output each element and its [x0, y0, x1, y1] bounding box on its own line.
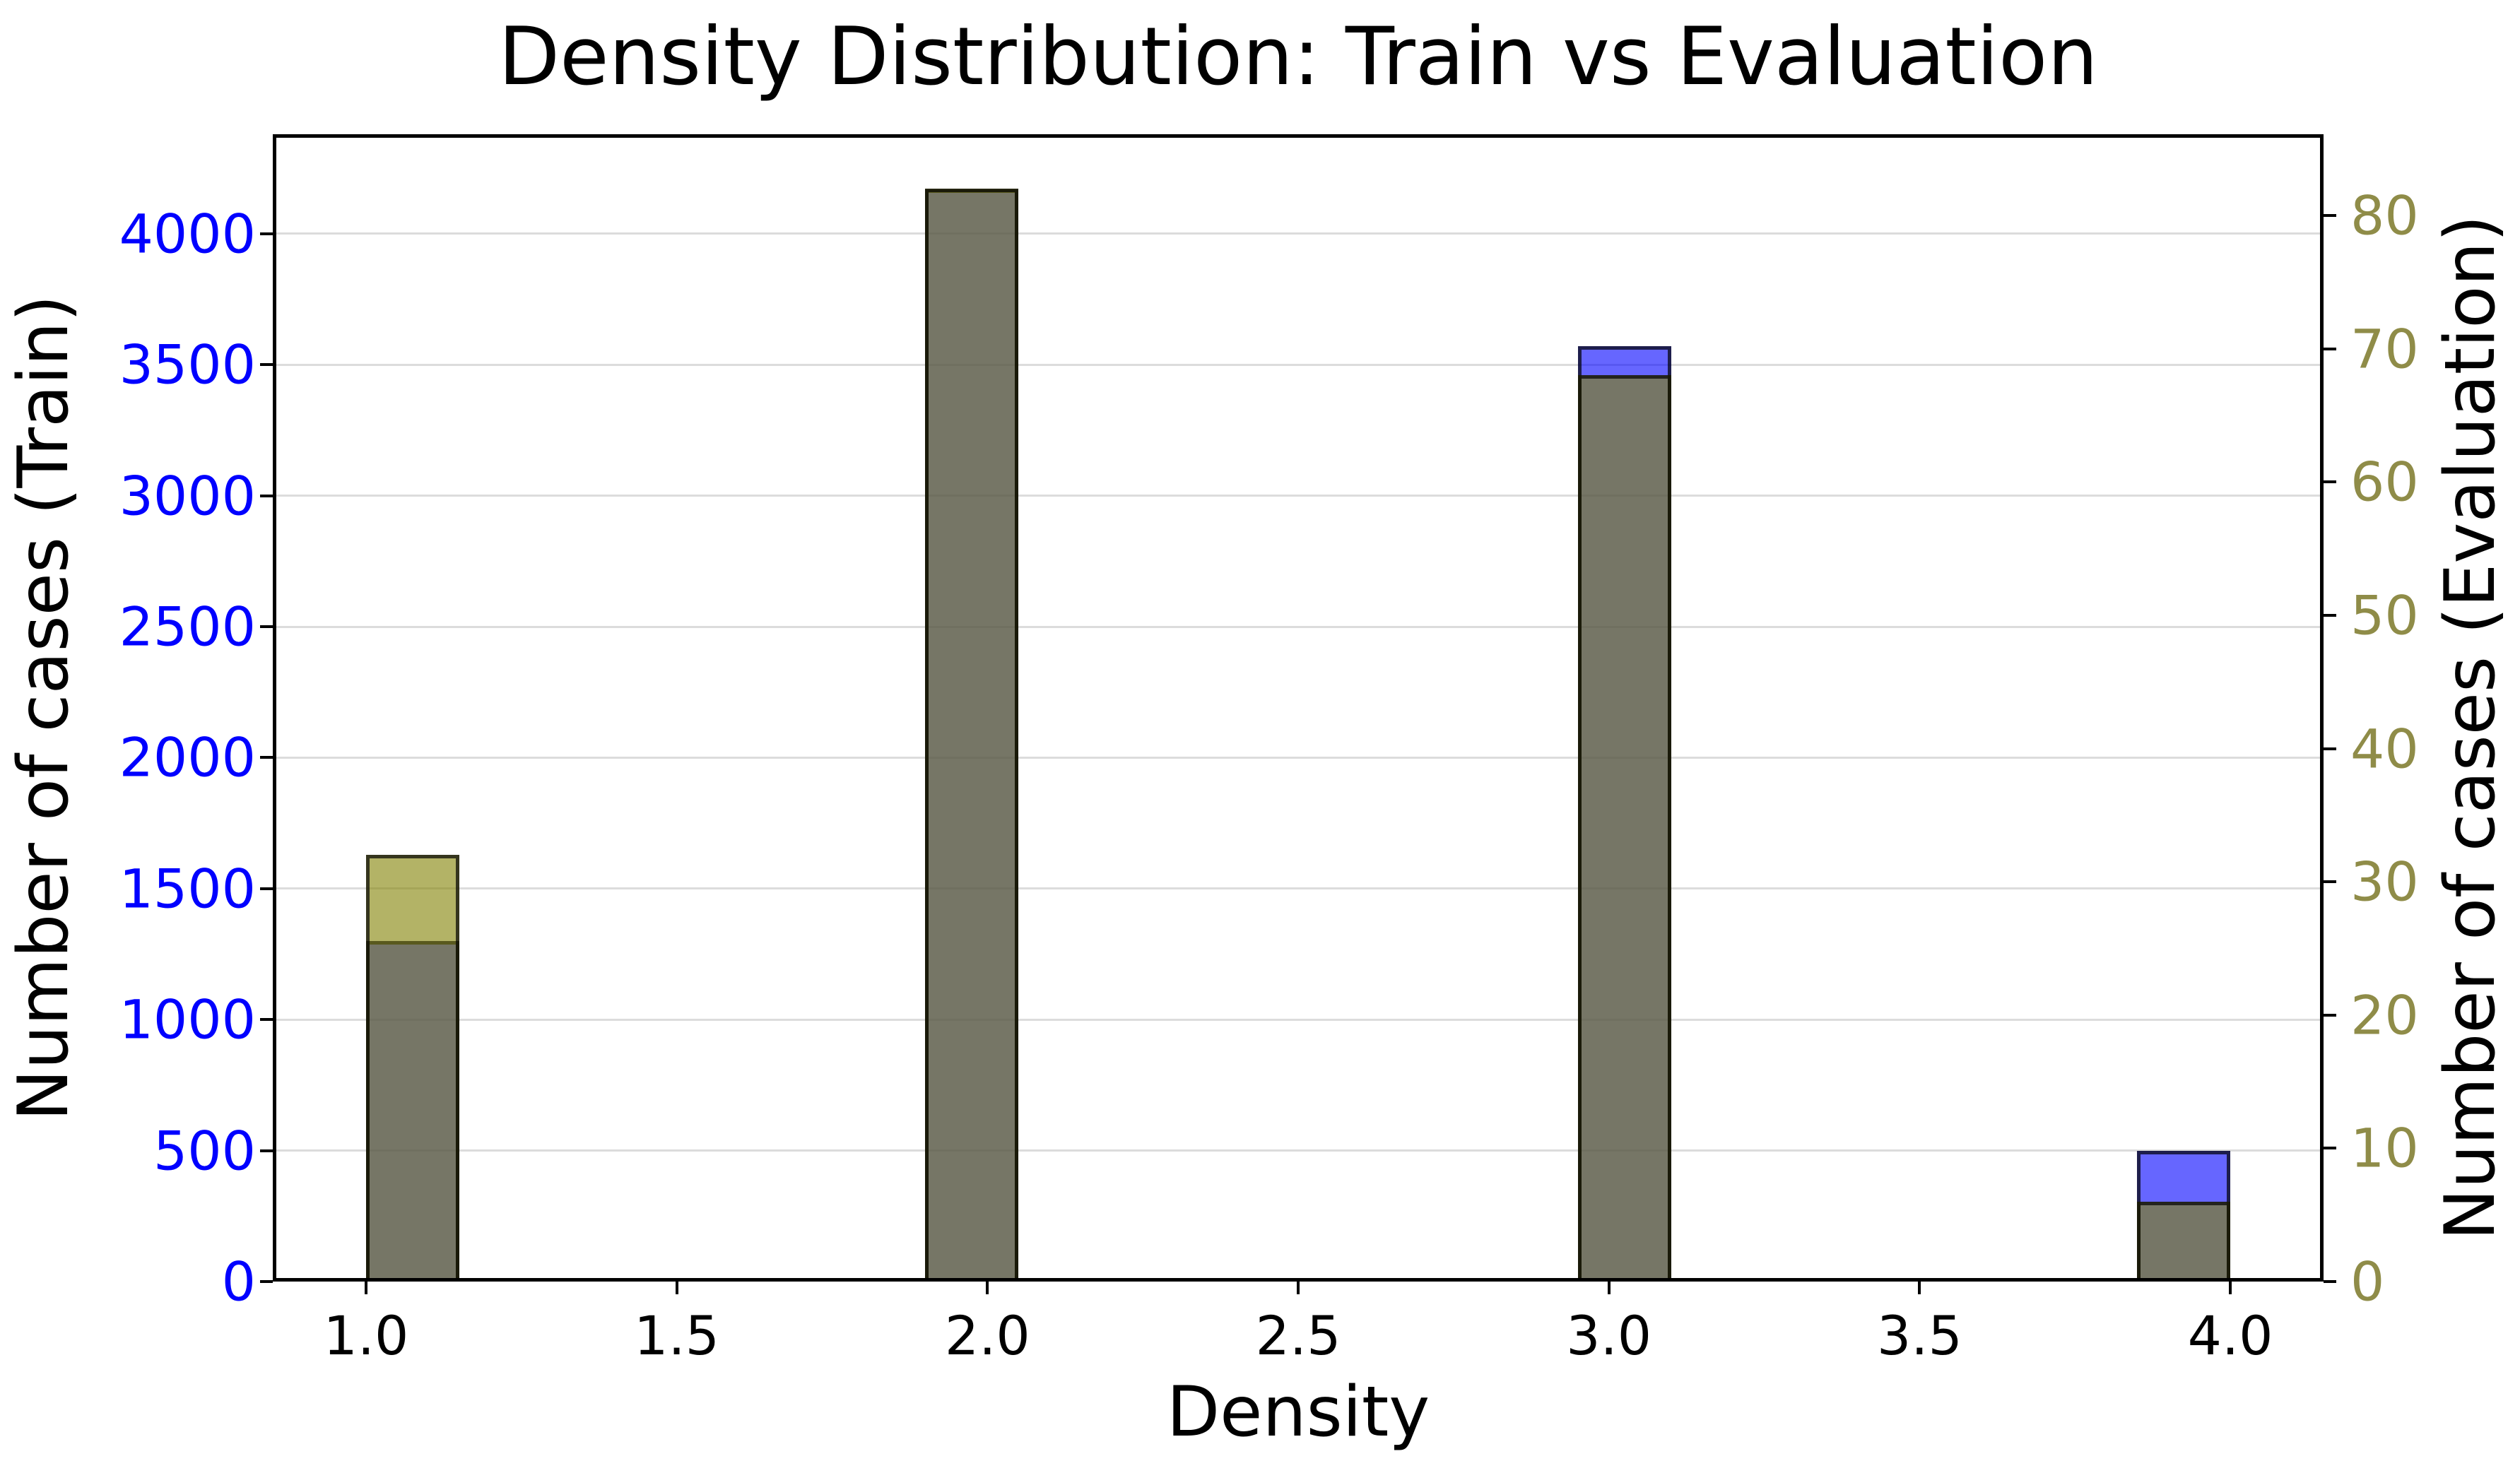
y-left-tick-label: 2500	[119, 595, 256, 658]
y-right-tick-label: 0	[2350, 1250, 2385, 1313]
gridline	[273, 495, 2324, 497]
x-tick-label: 1.0	[323, 1304, 409, 1367]
y-left-tick-label: 1000	[119, 988, 256, 1051]
gridline	[273, 887, 2324, 890]
y-left-tick-label: 0	[221, 1250, 256, 1313]
y-axis-label-right: Number of cases (Evaluation)	[2430, 215, 2511, 1241]
y-right-tick-mark	[2324, 613, 2336, 617]
y-axis-label-left: Number of cases (Train)	[4, 295, 84, 1121]
x-tick-mark	[2229, 1282, 2232, 1294]
bar-evaluation	[365, 855, 459, 1282]
y-right-tick-mark	[2324, 1013, 2336, 1017]
bar-evaluation	[925, 189, 1019, 1282]
y-left-tick-mark	[260, 1149, 273, 1152]
x-tick-mark	[986, 1282, 989, 1294]
y-left-tick-label: 500	[153, 1119, 256, 1183]
y-right-tick-label: 60	[2350, 450, 2419, 514]
x-tick-mark	[1297, 1282, 1300, 1294]
y-right-tick-label: 80	[2350, 184, 2419, 247]
x-tick-mark	[1607, 1282, 1611, 1294]
y-left-tick-label: 1500	[119, 857, 256, 921]
plot-border	[273, 134, 2324, 1282]
y-left-tick-mark	[260, 494, 273, 497]
y-left-tick-label: 4000	[119, 202, 256, 266]
gridline	[273, 363, 2324, 366]
x-tick-label: 3.5	[1876, 1304, 1962, 1367]
y-right-tick-label: 70	[2350, 317, 2419, 381]
y-right-tick-mark	[2324, 214, 2336, 218]
y-right-tick-mark	[2324, 880, 2336, 884]
x-tick-mark	[675, 1282, 678, 1294]
x-tick-mark	[364, 1282, 367, 1294]
y-right-tick-mark	[2324, 480, 2336, 484]
y-right-tick-mark	[2324, 347, 2336, 350]
x-tick-mark	[1918, 1282, 1921, 1294]
y-right-tick-label: 10	[2350, 1116, 2419, 1180]
x-tick-label: 3.0	[1566, 1304, 1652, 1367]
y-right-tick-mark	[2324, 1280, 2336, 1283]
y-left-tick-mark	[260, 756, 273, 759]
y-right-tick-label: 50	[2350, 584, 2419, 647]
gridline	[273, 1149, 2324, 1152]
y-right-tick-mark	[2324, 747, 2336, 750]
x-tick-label: 2.0	[944, 1304, 1030, 1367]
y-left-tick-mark	[260, 232, 273, 235]
y-right-tick-label: 20	[2350, 983, 2419, 1047]
gridline	[273, 625, 2324, 628]
y-left-tick-label: 3000	[119, 464, 256, 528]
y-left-tick-label: 2000	[119, 726, 256, 789]
gridline	[273, 756, 2324, 759]
x-axis-label: Density	[1166, 1372, 1430, 1453]
y-right-tick-label: 30	[2350, 850, 2419, 913]
y-left-tick-label: 3500	[119, 333, 256, 396]
y-left-tick-mark	[260, 363, 273, 367]
x-tick-label: 2.5	[1255, 1304, 1341, 1367]
bar-evaluation	[2137, 1201, 2231, 1282]
y-left-tick-mark	[260, 887, 273, 890]
gridline	[273, 232, 2324, 235]
gridline	[273, 1018, 2324, 1021]
x-tick-label: 4.0	[2187, 1304, 2273, 1367]
chart-title: Density Distribution: Train vs Evaluatio…	[498, 10, 2098, 103]
y-right-tick-mark	[2324, 1147, 2336, 1150]
bar-evaluation	[1577, 375, 1671, 1282]
y-left-tick-mark	[260, 1280, 273, 1283]
x-tick-label: 1.5	[634, 1304, 720, 1367]
y-right-tick-label: 40	[2350, 717, 2419, 781]
y-left-tick-mark	[260, 1018, 273, 1022]
y-left-tick-mark	[260, 625, 273, 629]
